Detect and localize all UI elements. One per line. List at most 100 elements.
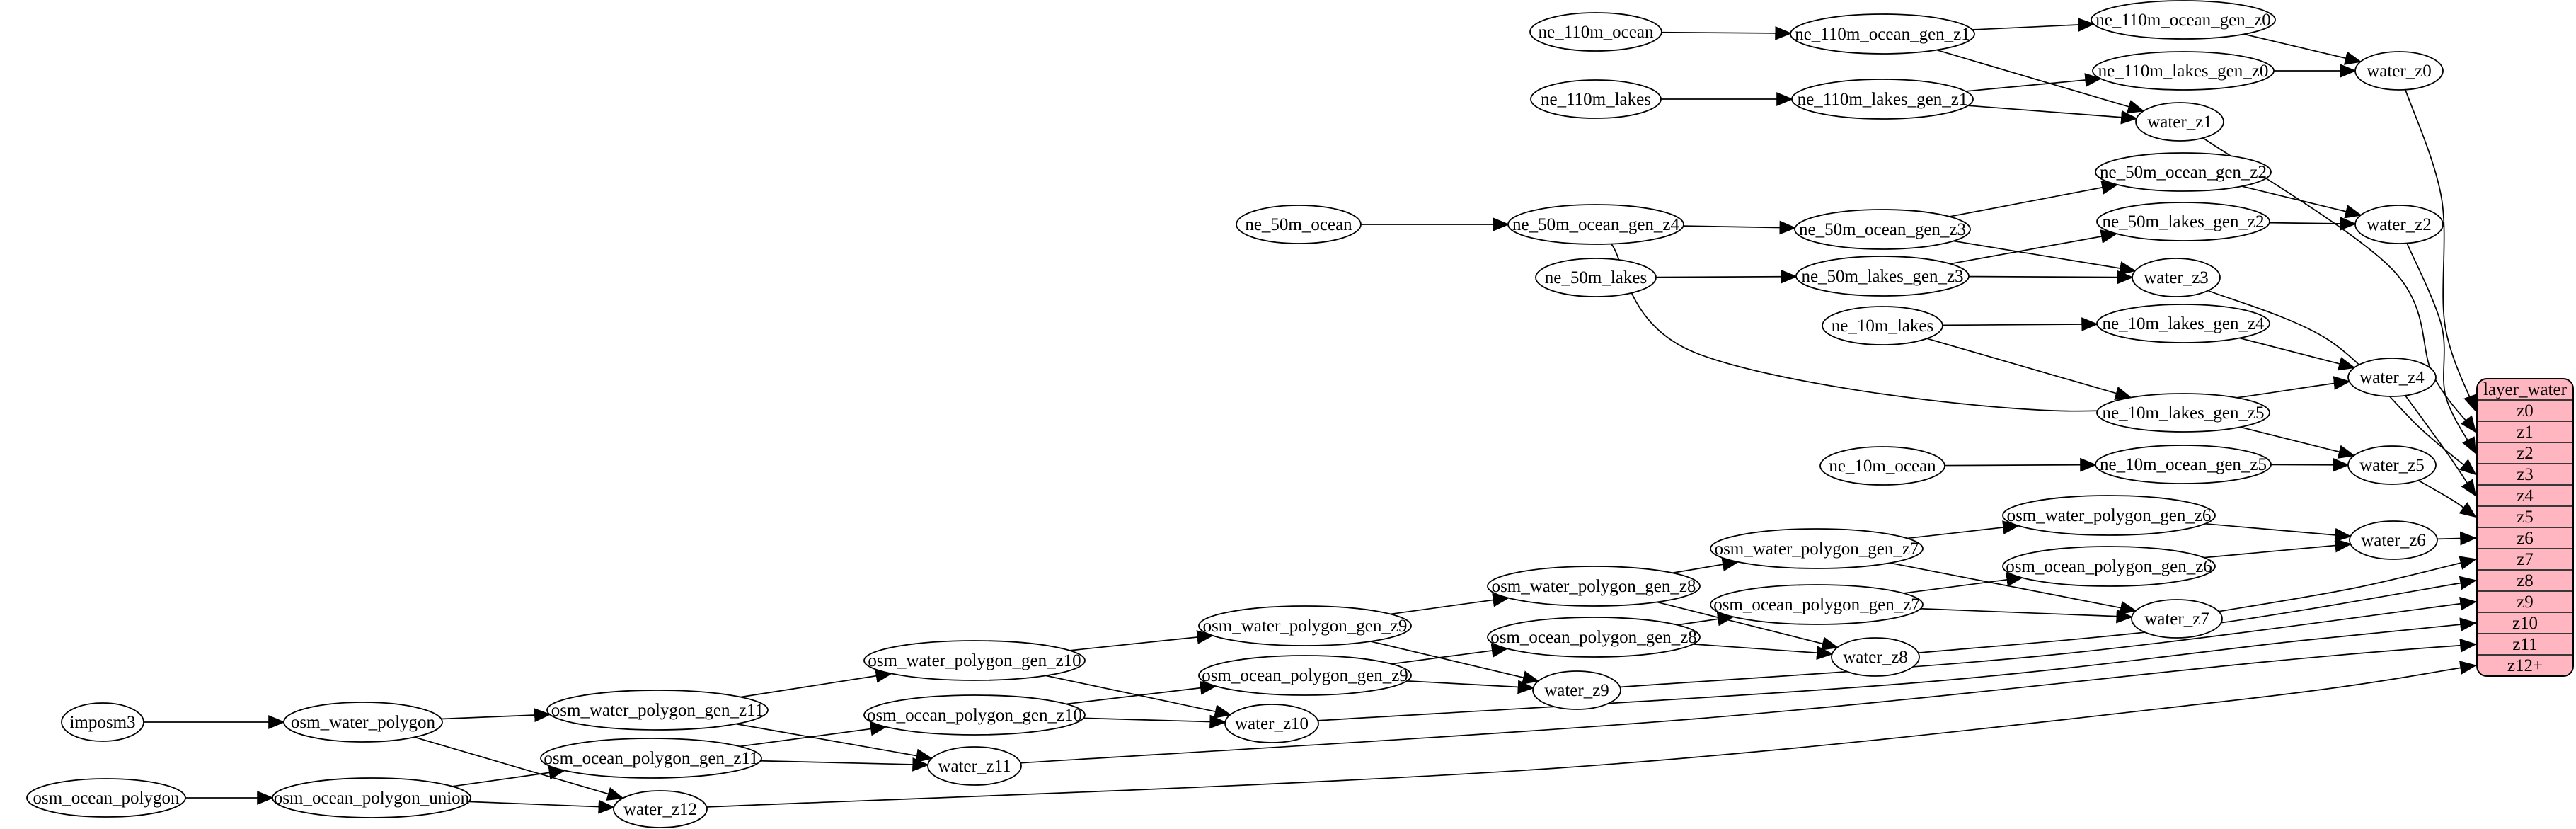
edge-ne_50m_lakes-to-ne_50m_lakes_gen_z3	[1655, 269, 1798, 284]
edge-ne_50m_lakes_gen_z2-to-water_z2	[2269, 216, 2357, 231]
node-ne-50m-lakes-gen-z2: ne_50m_lakes_gen_z2	[2096, 202, 2270, 241]
node-osm-water-polygon-gen-z6: osm_water_polygon_gen_z6	[2002, 495, 2216, 536]
node-label: ne_110m_lakes_gen_z1	[1798, 90, 1968, 109]
node-label: ne_10m_ocean	[1829, 457, 1936, 476]
node-label: osm_water_polygon_gen_z9	[1203, 617, 1408, 636]
edge-osm_water_polygon-to-osm_water_polygon_gen_z11	[441, 708, 551, 723]
node-ellipse	[1794, 209, 1971, 250]
edge-water_z4-to-layer-water-z4	[2405, 395, 2477, 497]
node-osm-ocean-polygon: osm_ocean_polygon	[26, 778, 186, 818]
node-ellipse	[61, 702, 144, 742]
node-label: osm_ocean_polygon_gen_z9	[1202, 666, 1408, 685]
node-ellipse	[2354, 51, 2444, 91]
node-ellipse	[2002, 546, 2216, 587]
node-water-z11: water_z11	[927, 746, 1022, 786]
node-label: osm_water_polygon_gen_z10	[868, 651, 1081, 670]
node-label: ne_10m_lakes_gen_z5	[2102, 404, 2264, 423]
node-ellipse	[1791, 79, 1974, 120]
node-ne-10m-lakes: ne_10m_lakes	[1822, 306, 1943, 345]
layer-water-row-z12plus: z12+	[2507, 656, 2543, 675]
node-ellipse	[613, 790, 708, 828]
node-ellipse	[1487, 617, 1701, 658]
node-label: water_z7	[2144, 610, 2209, 629]
node-label: osm_ocean_polygon_gen_z8	[1490, 628, 1697, 647]
edge-ne_110m_lakes_gen_z1-to-ne_110m_lakes_gen_z0	[1965, 73, 2103, 92]
edge-osm_ocean_polygon_gen_z8-to-osm_ocean_polygon_gen_z7	[1677, 612, 1735, 627]
node-label: ne_50m_ocean_gen_z4	[1512, 215, 1680, 234]
node-ellipse	[2347, 445, 2437, 485]
node-osm-ocean-polygon-union: osm_ocean_polygon_union	[272, 777, 471, 818]
node-ellipse	[2132, 258, 2221, 297]
node-ellipse	[2354, 205, 2444, 244]
node-ellipse	[1529, 12, 1662, 52]
layer-water-row-z10: z10	[2512, 614, 2538, 633]
node-ellipse	[2096, 202, 2270, 241]
edge-osm_water_polygon-to-water_z12	[414, 736, 624, 801]
edge-osm_ocean_polygon_gen_z6-to-water_z6	[2204, 538, 2352, 559]
node-label: osm_ocean_polygon	[33, 789, 180, 808]
edge-osm_water_polygon_gen_z11-to-osm_water_polygon_gen_z10	[740, 668, 893, 698]
node-label: water_z12	[623, 800, 697, 819]
node-label: osm_ocean_polygon_gen_z6	[2006, 557, 2212, 576]
node-water-z0: water_z0	[2354, 51, 2444, 91]
node-label: ne_50m_lakes_gen_z3	[1801, 267, 1963, 286]
layer-water-row-z4: z4	[2517, 486, 2534, 505]
node-label: water_z0	[2367, 62, 2432, 81]
node-ellipse	[1819, 446, 1945, 486]
edge-osm_ocean_polygon_gen_z8-to-water_z8	[1693, 644, 1834, 661]
node-ellipse	[1795, 256, 1970, 297]
node-osm-ocean-polygon-gen-z6: osm_ocean_polygon_gen_z6	[2002, 546, 2216, 587]
node-water-z4: water_z4	[2347, 358, 2437, 397]
node-ne-10m-lakes-gen-z5: ne_10m_lakes_gen_z5	[2096, 393, 2270, 433]
edge-ne_50m_ocean_gen_z3-to-ne_50m_ocean_gen_z2	[1949, 181, 2119, 217]
edge-osm_ocean_polygon_gen_z10-to-water_z10	[1083, 714, 1227, 729]
node-ne-50m-ocean: ne_50m_ocean	[1236, 205, 1362, 244]
node-water-z8: water_z8	[1831, 637, 1920, 677]
node-label: osm_ocean_polygon_union	[274, 789, 470, 808]
layer-water-row-z5: z5	[2517, 508, 2534, 527]
node-ne-50m-ocean-gen-z2: ne_50m_ocean_gen_z2	[2095, 152, 2272, 192]
edge-ne_110m_ocean_gen_z1-to-ne_110m_ocean_gen_z0	[1972, 18, 2095, 32]
node-ellipse	[540, 738, 762, 779]
node-ellipse	[863, 694, 1086, 736]
edge-osm_ocean_polygon_gen_z7-to-water_z7	[1920, 607, 2134, 624]
edge-osm_water_polygon_gen_z6-to-water_z6	[2204, 522, 2352, 542]
node-osm-water-polygon-gen-z11: osm_water_polygon_gen_z11	[546, 690, 769, 731]
node-ellipse	[1532, 670, 1621, 710]
node-water-z5: water_z5	[2347, 445, 2437, 485]
layer-water-table: layer_water z0 z1 z2 z3 z4 z5 z6 z7 z8 z9 z10 z11 z12…	[2476, 378, 2574, 677]
layer-water-row-z8: z8	[2517, 571, 2534, 590]
layer-water-row-z6: z6	[2517, 529, 2534, 548]
node-water-z12: water_z12	[613, 790, 708, 828]
node-label: ne_110m_lakes_gen_z0	[2098, 62, 2269, 81]
node-osm-water-polygon-gen-z9: osm_water_polygon_gen_z9	[1198, 605, 1412, 646]
node-ellipse	[927, 746, 1022, 786]
node-ellipse	[2096, 393, 2270, 433]
node-label: ne_50m_ocean	[1245, 215, 1352, 234]
node-label: water_z4	[2359, 368, 2425, 387]
edge-ne_110m_ocean_gen_z0-to-water_z0	[2243, 33, 2362, 65]
node-ellipse	[1198, 655, 1412, 696]
node-osm-ocean-polygon-gen-z10: osm_ocean_polygon_gen_z10	[863, 694, 1086, 736]
layer-water-row-z7: z7	[2517, 550, 2534, 569]
edge-osm_water_polygon_gen_z7-to-water_z7	[1890, 562, 2137, 615]
edge-water_z6-to-layer-water-z6	[2437, 531, 2477, 546]
edge-ne_50m_ocean_gen_z3-to-water_z3	[1953, 240, 2137, 275]
layer-water-row-z9: z9	[2517, 593, 2534, 612]
edge-osm_water_polygon_gen_z8-to-osm_water_polygon_gen_z7	[1672, 557, 1740, 574]
node-ellipse	[546, 690, 769, 731]
node-label: ne_110m_ocean_gen_z1	[1795, 25, 1970, 44]
edge-osm_ocean_polygon_gen_z10-to-osm_ocean_polygon_gen_z9	[1066, 680, 1217, 705]
edge-ne_110m_lakes_gen_z1-to-water_z1	[1967, 105, 2138, 125]
edge-osm_ocean_polygon_gen_z9-to-osm_ocean_polygon_gen_z8	[1391, 644, 1509, 665]
node-ellipse	[1822, 306, 1943, 345]
edge-ne_10m_lakes_gen_z4-to-water_z4	[2239, 337, 2356, 371]
node-label: osm_water_polygon_gen_z11	[551, 701, 764, 720]
node-ellipse	[2349, 520, 2438, 560]
node-label: ne_10m_ocean_gen_z5	[2100, 455, 2267, 474]
node-osm-ocean-polygon-gen-z7: osm_ocean_polygon_gen_z7	[1710, 584, 1924, 625]
node-label: water_z3	[2144, 268, 2209, 287]
node-label: water_z8	[1843, 648, 1908, 667]
edge-water_z2-to-layer-water-z2	[2406, 243, 2476, 454]
